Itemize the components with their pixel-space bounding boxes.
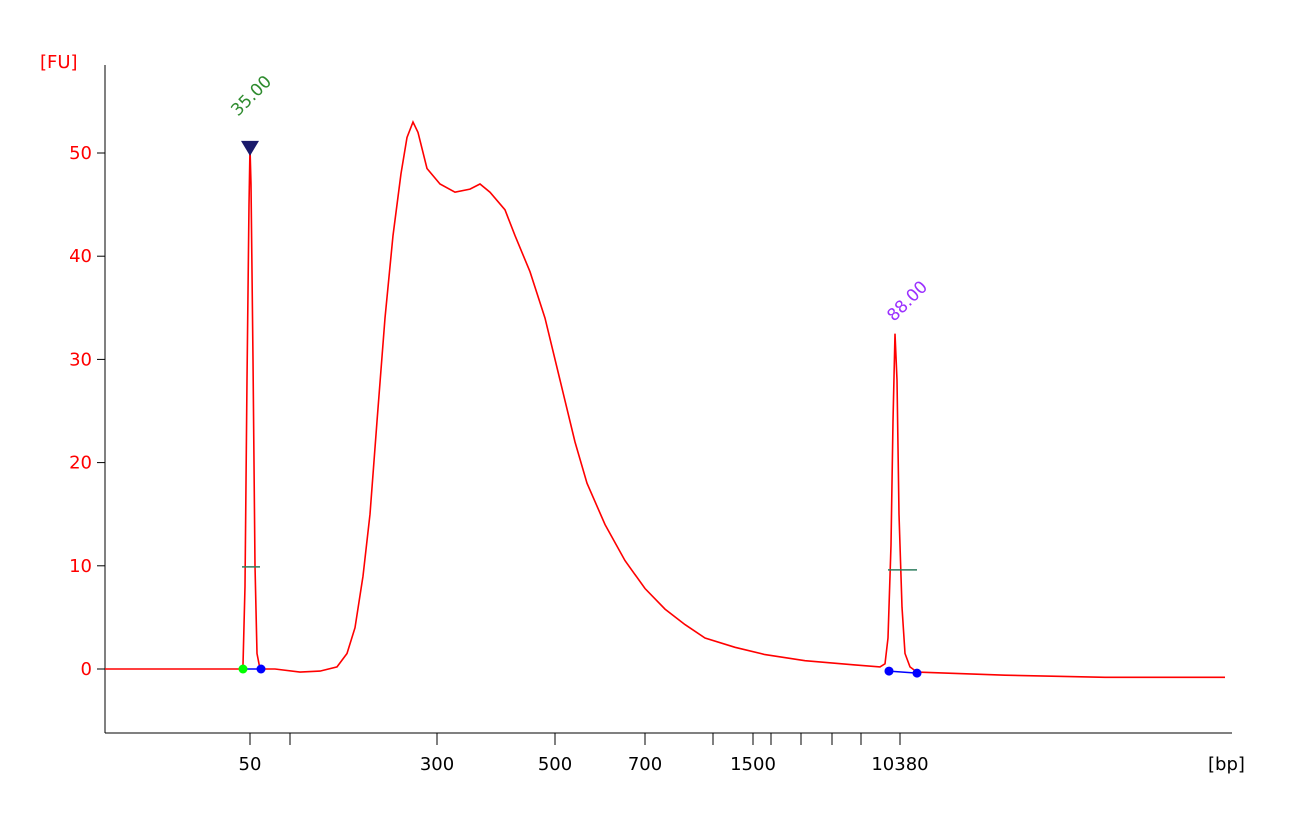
trace-line <box>105 119 1225 679</box>
plot-area: 35.00 88.00 <box>105 72 1225 679</box>
y-axis-unit-label: [FU] <box>40 52 78 73</box>
y-axis: 0 10 20 30 40 50 [FU] <box>40 52 106 733</box>
y-tick-label: 40 <box>69 246 92 267</box>
lower-marker-end-point <box>256 664 266 674</box>
upper-marker-baseline <box>888 670 918 674</box>
x-tick-group: 50 300 500 700 1500 10380 <box>239 733 929 775</box>
x-tick-label: 300 <box>420 754 454 775</box>
upper-marker-end-point <box>912 668 922 678</box>
x-tick-label: 700 <box>628 754 662 775</box>
y-tick-group: 0 10 20 30 40 50 <box>69 143 105 680</box>
x-tick-label: 10380 <box>871 754 928 775</box>
x-tick-label: 50 <box>239 754 262 775</box>
x-tick-label: 1500 <box>730 754 776 775</box>
upper-marker-label: 88.00 <box>883 277 932 326</box>
y-tick-label: 10 <box>69 556 92 577</box>
y-tick-label: 30 <box>69 349 92 370</box>
upper-marker-start-point <box>884 666 894 676</box>
y-tick-label: 50 <box>69 143 92 164</box>
lower-marker-triangle-icon <box>241 140 259 156</box>
lower-marker-start-point <box>238 664 248 674</box>
lower-marker-label: 35.00 <box>227 72 276 121</box>
y-tick-label: 20 <box>69 453 92 474</box>
x-axis-unit-label: [bp] <box>1208 754 1245 775</box>
y-tick-label: 0 <box>81 659 92 680</box>
x-tick-label: 500 <box>538 754 572 775</box>
x-axis: 50 300 500 700 1500 10380 [bp] <box>105 732 1245 775</box>
